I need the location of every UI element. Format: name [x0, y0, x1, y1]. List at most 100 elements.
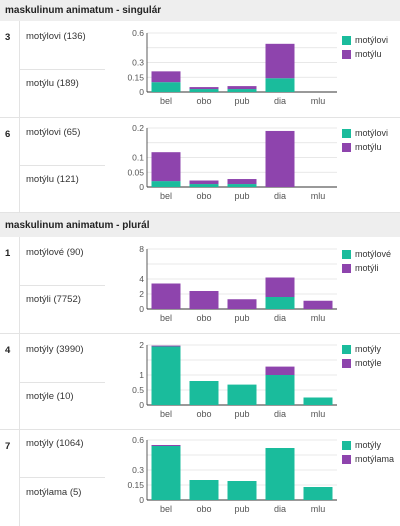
legend-swatch [342, 454, 351, 464]
x-tick-label: bel [160, 313, 172, 323]
form-a-label: motýlovi (65) [26, 127, 81, 138]
bar-series-a [227, 184, 257, 187]
bar-series-b [265, 130, 295, 187]
x-tick-label: mlu [311, 96, 326, 106]
x-tick-label: dia [274, 504, 286, 514]
x-tick-label: mlu [311, 191, 326, 201]
bar-series-b [151, 71, 181, 83]
bar-series-a [227, 481, 257, 500]
bar-series-b [303, 300, 333, 309]
table-row: 4 motýly (3990) motýle (10) 0 0.5 1 2 bel obo… [0, 334, 400, 430]
row-number: 4 [5, 345, 11, 356]
bar-series-b [265, 366, 295, 375]
table-row: 1 motýlové (90) motýli (7752) 0 2 4 8 bel obo… [0, 237, 400, 334]
legend-swatch [342, 49, 351, 59]
chart-legend: motýly motýle [342, 342, 382, 370]
legend-item: motýlové [342, 247, 391, 261]
bar-series-b [189, 87, 219, 90]
bar-series-a [227, 89, 257, 92]
table-row: 6 motýlovi (65) motýlu (121) 0 0.05 0.1 0.2… [0, 118, 400, 213]
x-tick-label: pub [234, 313, 249, 323]
y-tick-label: 0.6 [132, 435, 144, 445]
legend-label: motýlovi [355, 128, 389, 138]
bar-chart: 0 0.05 0.1 0.2 bel obo pub dia mlu [127, 123, 337, 201]
row-number-cell: 7 [0, 430, 20, 526]
y-tick-label: 4 [139, 274, 144, 284]
legend-swatch [342, 263, 351, 273]
legend-label: motýlovi [355, 35, 389, 45]
bar-series-a [151, 181, 181, 187]
x-tick-label: obo [196, 96, 211, 106]
legend-item: motýlu [342, 140, 388, 154]
legend-label: motýly [355, 440, 382, 450]
bar-chart: 0 0.15 0.3 0.6 bel obo pub dia mlu [127, 435, 337, 514]
form-a-label: motýly (1064) [26, 438, 84, 449]
y-tick-label: 2 [139, 340, 144, 350]
form-a-label: motýlovi (136) [26, 31, 86, 42]
bar-series-b [227, 299, 257, 309]
divider [20, 382, 105, 383]
legend-swatch [342, 128, 351, 138]
section-title: maskulinum animatum - plurál [5, 219, 150, 231]
legend-swatch [342, 142, 351, 152]
y-tick-label: 0.3 [132, 465, 144, 475]
y-tick-label: 0 [139, 495, 144, 505]
legend-swatch [342, 344, 351, 354]
bar-series-b [151, 152, 181, 182]
form-b-label: motýlama (5) [26, 487, 82, 498]
table-row: 7 motýly (1064) motýlama (5) 0 0.15 0.3 0.6… [0, 430, 400, 526]
y-tick-label: 0.15 [127, 72, 144, 82]
y-tick-label: 2 [139, 289, 144, 299]
y-tick-label: 8 [139, 244, 144, 254]
y-tick-label: 0.05 [127, 167, 144, 177]
bar-series-a [151, 446, 181, 500]
chart-legend: motýly motýlama [342, 438, 394, 466]
legend-label: motýly [355, 344, 382, 354]
section-header: maskulinum animatum - singulár [0, 0, 400, 21]
bar-series-b [227, 86, 257, 90]
section-header: maskulinum animatum - plurál [0, 213, 400, 237]
x-tick-label: bel [160, 504, 172, 514]
legend-label: motýlu [355, 142, 382, 152]
legend-item: motýle [342, 356, 382, 370]
x-tick-label: mlu [311, 313, 326, 323]
x-tick-label: obo [196, 191, 211, 201]
bar-series-a [265, 297, 295, 309]
divider [20, 69, 105, 70]
bar-series-a [227, 384, 257, 405]
bar-series-b [151, 345, 181, 347]
bar-series-b [151, 283, 181, 309]
bar-series-b [265, 277, 295, 297]
legend-label: motýlové [355, 249, 392, 259]
row-number-cell: 6 [0, 118, 20, 212]
bar-series-b [227, 179, 257, 185]
y-tick-label: 0.1 [132, 153, 144, 163]
legend-item: motýly [342, 438, 394, 452]
bar-series-b [265, 43, 295, 79]
legend-item: motýlovi [342, 126, 388, 140]
row-number-cell: 4 [0, 334, 20, 429]
bar-series-a [303, 487, 333, 500]
y-tick-label: 1 [139, 370, 144, 380]
row-number-cell: 3 [0, 21, 20, 117]
x-tick-label: pub [234, 504, 249, 514]
x-tick-label: bel [160, 96, 172, 106]
x-tick-label: dia [274, 313, 286, 323]
legend-swatch [342, 440, 351, 450]
y-tick-label: 0.3 [132, 58, 144, 68]
form-a-label: motýlové (90) [26, 247, 84, 258]
row-number-cell: 1 [0, 237, 20, 333]
x-tick-label: mlu [311, 409, 326, 419]
row-number: 1 [5, 248, 11, 259]
legend-item: motýlovi [342, 33, 388, 47]
legend-swatch [342, 35, 351, 45]
section-title: maskulinum animatum - singulár [5, 5, 162, 16]
x-tick-label: pub [234, 191, 249, 201]
y-tick-label: 0 [139, 87, 144, 97]
form-b-label: motýlu (189) [26, 78, 79, 89]
bar-series-a [151, 346, 181, 405]
legend-item: motýlama [342, 452, 394, 466]
bar-series-b [151, 445, 181, 446]
bar-series-a [189, 381, 219, 405]
bar-series-a [151, 82, 181, 92]
